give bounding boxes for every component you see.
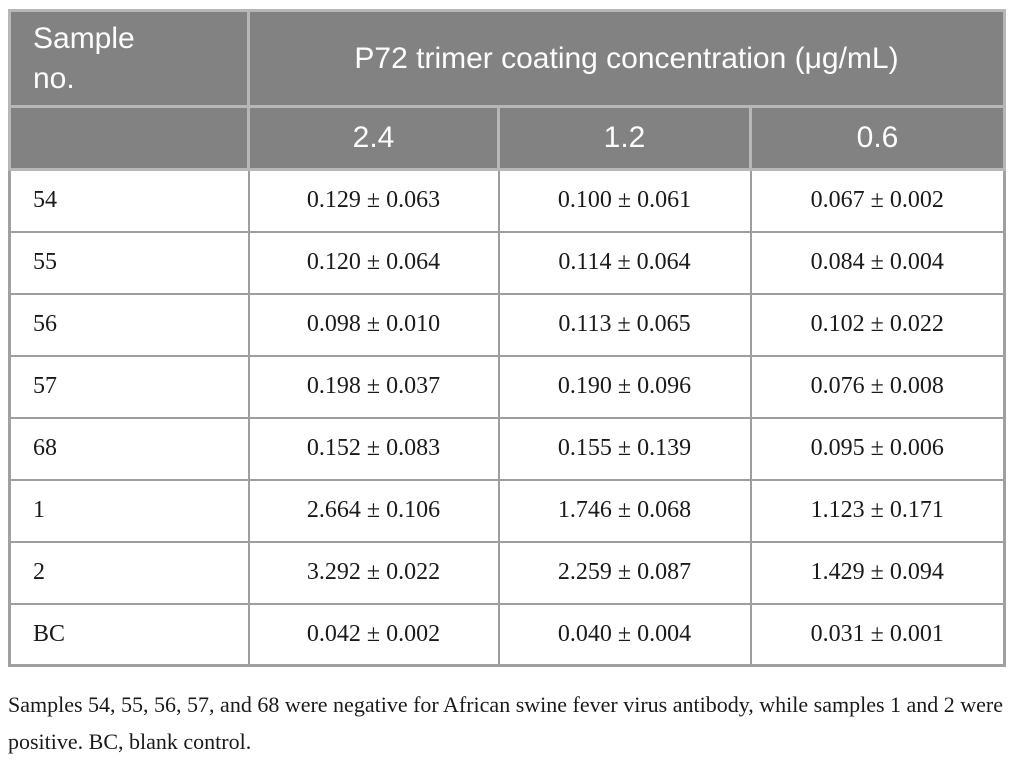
sample-cell: BC [8, 602, 250, 667]
sample-no-label: Sample no. [33, 21, 135, 95]
value-cell: 0.152 ± 0.083 [247, 416, 500, 481]
value-cell: 0.042 ± 0.002 [247, 602, 500, 667]
header-cell-concentration-0-6: 0.6 [748, 105, 1007, 171]
header-cell-concentration-2-4: 2.4 [247, 105, 500, 171]
value-cell: 0.198 ± 0.037 [247, 354, 500, 419]
table-row: 57 0.198 ± 0.037 0.190 ± 0.096 0.076 ± 0… [8, 354, 1006, 419]
value-cell: 0.067 ± 0.002 [749, 168, 1006, 233]
value-cell: 0.129 ± 0.063 [247, 168, 500, 233]
value-cell: 1.429 ± 0.094 [749, 540, 1006, 605]
sample-cell: 1 [8, 478, 250, 543]
table-header: Sample no. P72 trimer coating concentrat… [8, 9, 1007, 171]
value-cell: 0.100 ± 0.061 [497, 168, 752, 233]
value-cell: 3.292 ± 0.022 [247, 540, 500, 605]
value-cell: 0.190 ± 0.096 [497, 354, 752, 419]
header-cell-concentration-1-2: 1.2 [497, 105, 752, 171]
table-footnote: Samples 54, 55, 56, 57, and 68 were nega… [8, 692, 1004, 755]
sample-cell: 68 [8, 416, 250, 481]
value-cell: 1.746 ± 0.068 [497, 478, 752, 543]
table-header-row-main: Sample no. P72 trimer coating concentrat… [8, 9, 1007, 108]
value-cell: 0.098 ± 0.010 [247, 292, 500, 357]
table-row: 2 3.292 ± 0.022 2.259 ± 0.087 1.429 ± 0.… [8, 540, 1006, 605]
group-title-label: P72 trimer coating concentration (μg/mL) [354, 41, 899, 75]
sample-cell: 57 [8, 354, 250, 419]
value-cell: 1.123 ± 0.171 [749, 478, 1006, 543]
table-row: BC 0.042 ± 0.002 0.040 ± 0.004 0.031 ± 0… [8, 602, 1006, 667]
sample-cell: 55 [8, 230, 250, 295]
table-header-row-concentrations: 2.4 1.2 0.6 [8, 105, 1007, 171]
header-empty-cell [8, 105, 250, 171]
p72-coating-concentration-table: Sample no. P72 trimer coating concentrat… [8, 9, 1007, 667]
value-cell: 2.664 ± 0.106 [247, 478, 500, 543]
value-cell: 0.084 ± 0.004 [749, 230, 1006, 295]
value-cell: 0.113 ± 0.065 [497, 292, 752, 357]
value-cell: 2.259 ± 0.087 [497, 540, 752, 605]
value-cell: 0.076 ± 0.008 [749, 354, 1006, 419]
value-cell: 0.031 ± 0.001 [749, 602, 1006, 667]
table-body: 54 0.129 ± 0.063 0.100 ± 0.061 0.067 ± 0… [8, 168, 1006, 667]
sample-cell: 54 [8, 168, 250, 233]
value-cell: 0.155 ± 0.139 [497, 416, 752, 481]
sample-cell: 2 [8, 540, 250, 605]
value-cell: 0.095 ± 0.006 [749, 416, 1006, 481]
table-row: 68 0.152 ± 0.083 0.155 ± 0.139 0.095 ± 0… [8, 416, 1006, 481]
sample-cell: 56 [8, 292, 250, 357]
header-cell-sample-no: Sample no. [8, 9, 250, 108]
value-cell: 0.040 ± 0.004 [497, 602, 752, 667]
value-cell: 0.114 ± 0.064 [497, 230, 752, 295]
value-cell: 0.102 ± 0.022 [749, 292, 1006, 357]
table-row: 56 0.098 ± 0.010 0.113 ± 0.065 0.102 ± 0… [8, 292, 1006, 357]
table-row: 55 0.120 ± 0.064 0.114 ± 0.064 0.084 ± 0… [8, 230, 1006, 295]
value-cell: 0.120 ± 0.064 [247, 230, 500, 295]
table-row: 1 2.664 ± 0.106 1.746 ± 0.068 1.123 ± 0.… [8, 478, 1006, 543]
table-row: 54 0.129 ± 0.063 0.100 ± 0.061 0.067 ± 0… [8, 168, 1006, 233]
header-cell-group-title: P72 trimer coating concentration (μg/mL) [246, 9, 1007, 108]
